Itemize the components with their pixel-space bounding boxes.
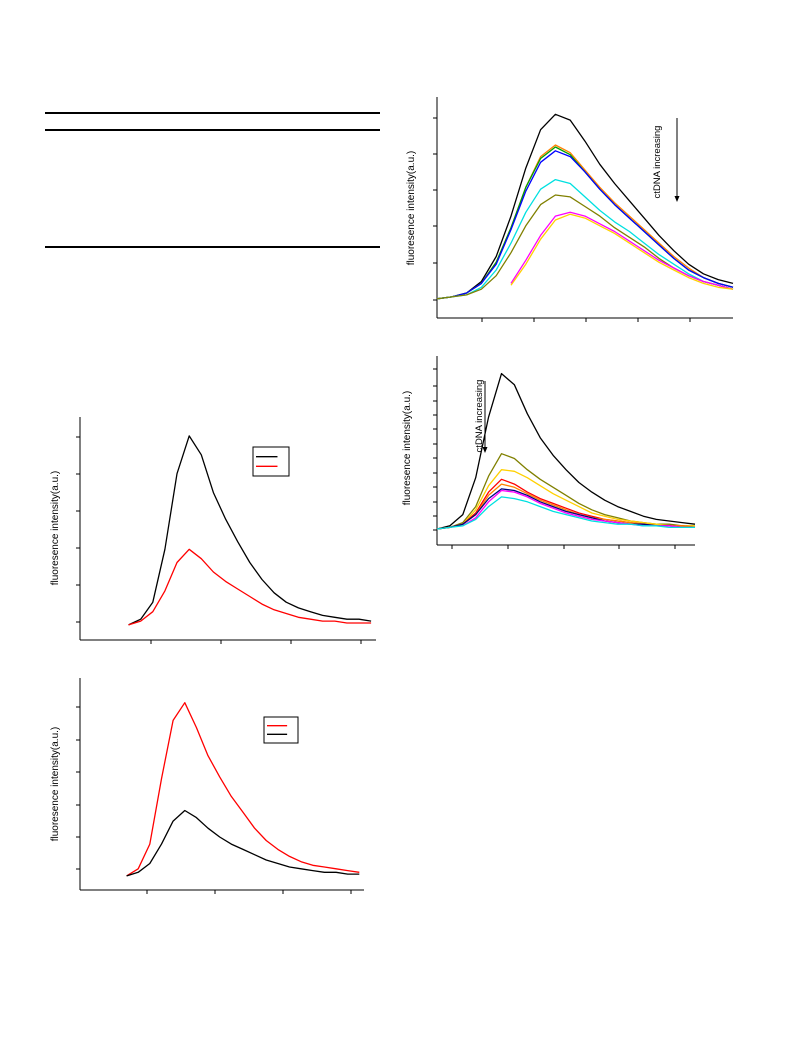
series-line-4	[436, 478, 696, 530]
series-line-1	[126, 702, 360, 877]
y-axis-label: fluoresence intensity(a.u.)	[402, 391, 413, 506]
arrow-down-icon	[482, 447, 488, 453]
y-axis-label: fluoresence intensity(a.u.)	[406, 151, 417, 266]
table-header-rule	[45, 129, 380, 131]
series-line-4	[436, 150, 734, 300]
annotation-text: ctDNA increasing	[474, 380, 485, 453]
chart-b: fluoresence intensity(a.u.) ctDNA increas…	[402, 356, 696, 549]
chart-c: fluoresence intensity(a.u.)	[50, 417, 376, 644]
series-line-2	[128, 548, 372, 626]
table-bottom-rule	[45, 246, 380, 248]
series-line-3	[436, 469, 695, 530]
series-line-5	[436, 178, 734, 300]
series-line-2	[126, 809, 360, 877]
series-line-1	[436, 372, 696, 530]
legend-box	[263, 716, 299, 744]
y-axis-label: fluoresence intensity(a.u.)	[50, 471, 61, 586]
series-line-8	[510, 213, 734, 290]
annotation-text: ctDNA increasing	[652, 126, 663, 199]
table-top-rule	[45, 112, 380, 114]
series-line-7	[510, 211, 734, 290]
chart-d: fluoresence intensity(a.u.)	[50, 678, 364, 894]
arrow-down-icon	[674, 196, 680, 202]
series-line-1	[128, 435, 372, 626]
series-line-1	[436, 113, 734, 300]
y-axis-label: fluoresence intensity(a.u.)	[50, 727, 61, 842]
series-line-7	[462, 489, 695, 529]
legend-box	[252, 446, 290, 477]
chart-a: fluoresence intensity(a.u.) ctDNA increas…	[406, 97, 734, 322]
series-line-8	[436, 496, 695, 530]
